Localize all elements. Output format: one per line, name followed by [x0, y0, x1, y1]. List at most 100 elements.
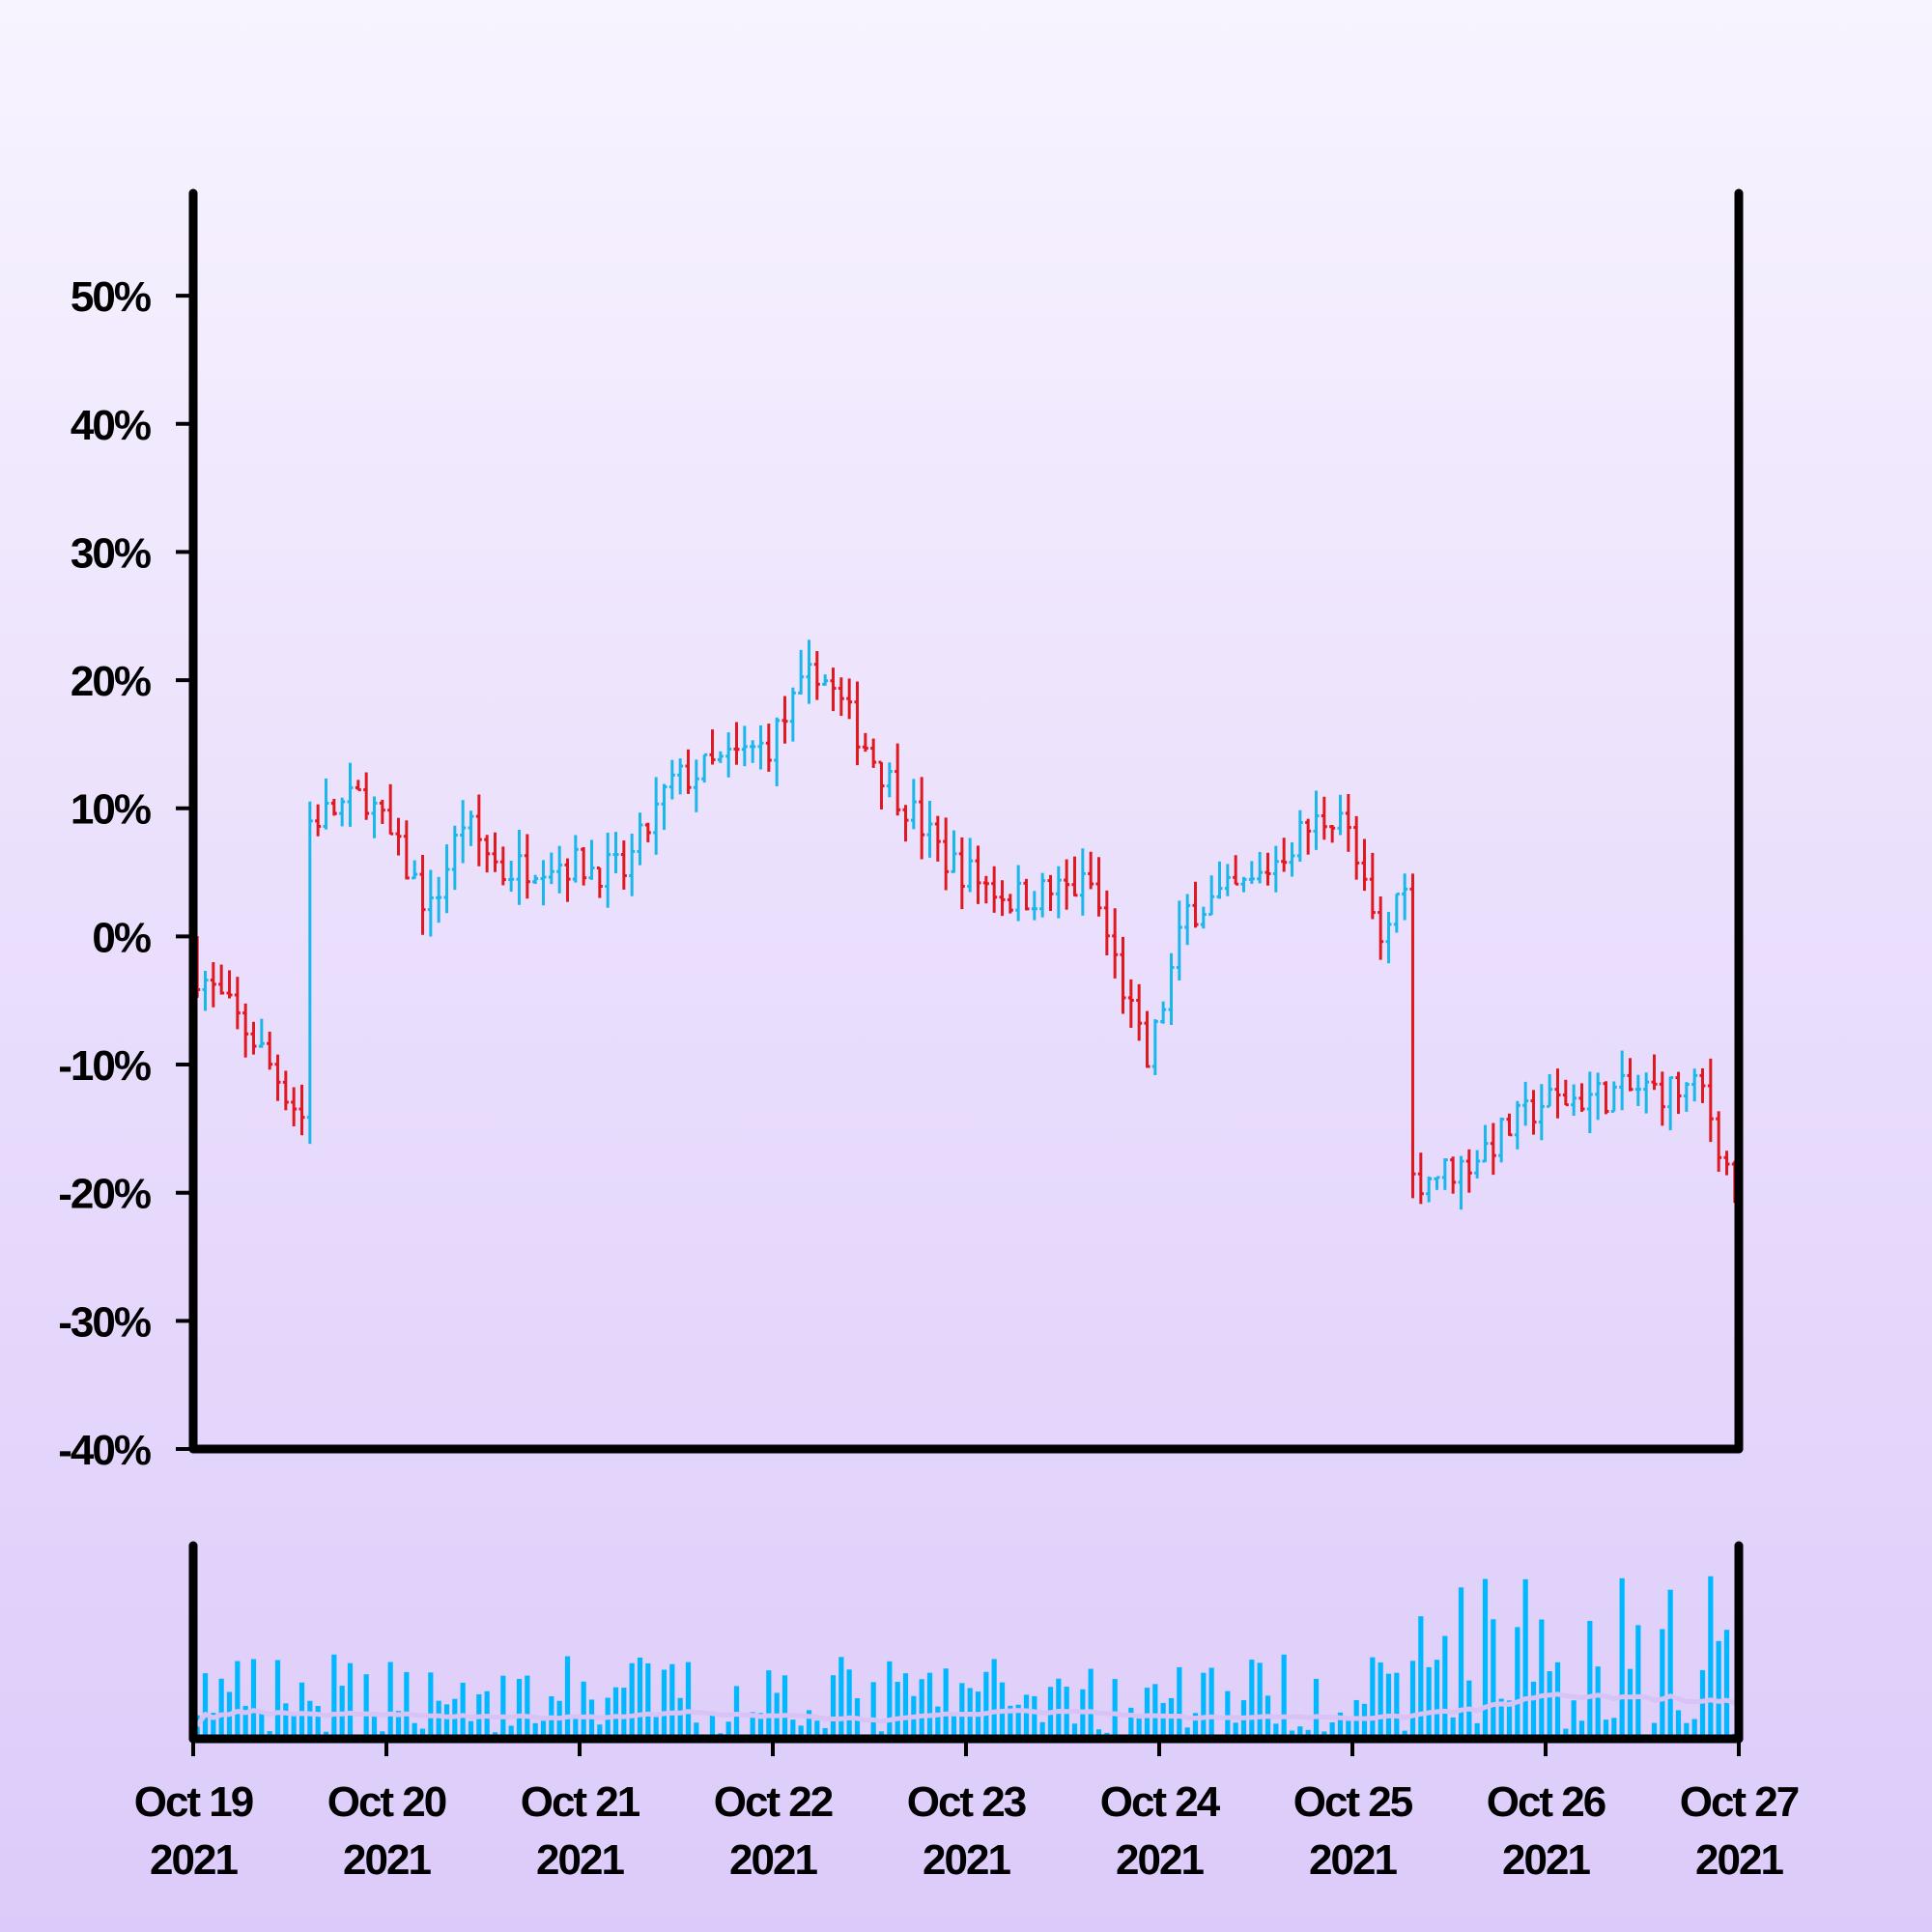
volume-bar: [1056, 1678, 1062, 1739]
volume-bar: [1716, 1640, 1721, 1739]
volume-bar: [822, 1727, 828, 1739]
volume-bar: [1651, 1722, 1658, 1739]
volume-bar: [298, 1682, 305, 1739]
date-tick-label: Oct 24: [1100, 1778, 1221, 1826]
tick-labels: -40% -30% -20% -10% 0% 10% 20% 30% 40% 50% Oct 19 2…: [58, 273, 1801, 1884]
volume-bar: [573, 1715, 579, 1739]
price-tick-label: 10%: [71, 786, 151, 834]
volume-bar: [781, 1675, 788, 1739]
volume-bar: [806, 1710, 812, 1739]
volume-bar: [1378, 1662, 1383, 1739]
ohlc-bar: [1426, 1176, 1433, 1203]
volume-moving-average-line: [195, 1691, 1736, 1728]
ohlc-bar: [1547, 1073, 1553, 1108]
volume-bar: [460, 1682, 466, 1739]
ohlc-bar: [1506, 1113, 1513, 1137]
ohlc-bar: [1248, 861, 1255, 884]
ohlc-bar: [298, 1084, 305, 1136]
volume-bar: [387, 1662, 393, 1739]
volume-bar: [202, 1673, 209, 1739]
ohlc-bar: [1055, 866, 1062, 919]
ohlc-bar: [1329, 824, 1336, 843]
ohlc-bar: [1651, 1054, 1658, 1091]
volume-bar: [363, 1674, 369, 1739]
ohlc-bar: [1321, 796, 1327, 840]
volume-bar: [564, 1656, 571, 1739]
ohlc-bar: [387, 783, 394, 836]
volume-bar: [798, 1725, 804, 1739]
ohlc-bar: [202, 970, 209, 1011]
volume-bar: [331, 1654, 337, 1739]
volume-bar: [1708, 1576, 1714, 1739]
volume-bar: [1257, 1662, 1263, 1739]
ohlc-bar: [499, 846, 506, 886]
price-tick-label: -30%: [58, 1298, 151, 1346]
volume-bar: [1426, 1666, 1432, 1739]
ohlc-bar: [862, 732, 868, 753]
ohlc-bar: [774, 717, 781, 786]
ohlc-bar: [210, 962, 216, 1008]
volume-bar: [1506, 1700, 1513, 1739]
ohlc-bar: [1474, 1150, 1481, 1179]
volume-bar: [1225, 1690, 1231, 1739]
volume-bar: [1023, 1694, 1030, 1739]
volume-bar: [1394, 1672, 1400, 1739]
ohlc-bar: [234, 977, 241, 1030]
ohlc-bar: [548, 852, 554, 885]
volume-bar: [516, 1679, 523, 1739]
volume-bar: [1522, 1578, 1528, 1739]
volume-bar: [1691, 1719, 1697, 1739]
ohlc-bar: [443, 844, 450, 914]
volume-bar: [259, 1710, 265, 1739]
volume-bar: [1305, 1729, 1311, 1739]
ohlc-bar: [1393, 892, 1400, 933]
volume-bar: [1281, 1654, 1287, 1739]
volume-bar: [404, 1671, 410, 1739]
price-tick-label: 20%: [71, 658, 151, 705]
volume-bar: [371, 1713, 378, 1739]
ohlc-bar: [323, 778, 329, 830]
volume-bar: [1370, 1657, 1376, 1739]
ohlc-bar: [830, 668, 837, 712]
ohlc-bar: [339, 797, 346, 827]
volume-bar: [443, 1704, 450, 1739]
volume-bar: [428, 1672, 434, 1739]
volume-bar: [1491, 1619, 1496, 1739]
axes: [176, 188, 1744, 1756]
volume-bar: [1660, 1629, 1665, 1739]
volume-bar: [621, 1688, 627, 1739]
volume-bar: [1554, 1662, 1561, 1739]
volume-bar: [1088, 1668, 1094, 1739]
ohlc-bar: [637, 812, 643, 866]
volume-bar: [597, 1724, 603, 1739]
volume-bar: [540, 1717, 547, 1739]
volume-bar: [211, 1713, 216, 1739]
ohlc-bar: [870, 738, 877, 768]
ohlc-bar: [1192, 881, 1199, 928]
ohlc-bar: [934, 815, 941, 862]
ohlc-bar: [750, 740, 756, 763]
ohlc-bar: [1313, 790, 1320, 850]
ohlc-bar: [1562, 1079, 1569, 1107]
volume-bar: [1071, 1723, 1078, 1739]
volume-bar: [1249, 1660, 1255, 1739]
volume-bar: [653, 1715, 659, 1739]
ohlc-bar: [1378, 896, 1384, 960]
volume-bar: [218, 1678, 224, 1739]
ohlc-bar: [1200, 906, 1207, 929]
ohlc-bar: [1240, 876, 1247, 893]
volume-bar: [250, 1659, 257, 1739]
date-tick-year-label: 2021: [536, 1836, 624, 1884]
ohlc-bar: [1619, 1050, 1626, 1111]
volume-bar: [830, 1675, 837, 1739]
ohlc-bar: [1023, 878, 1030, 911]
volume-bar: [532, 1722, 538, 1739]
volume-bar: [766, 1670, 772, 1739]
price-tick-label: 50%: [71, 273, 151, 321]
ohlc-bar: [685, 749, 692, 794]
date-tick-year-label: 2021: [1502, 1836, 1590, 1884]
date-tick-label: Oct 21: [521, 1778, 640, 1826]
ohlc-bar: [1353, 815, 1360, 880]
volume-bar: [1273, 1723, 1279, 1739]
volume-bar: [612, 1687, 619, 1739]
